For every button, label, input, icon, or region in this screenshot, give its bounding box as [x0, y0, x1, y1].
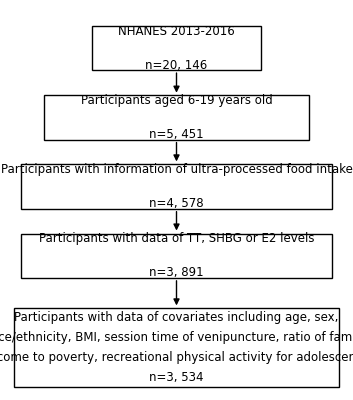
Text: n=4, 578: n=4, 578 — [149, 197, 204, 210]
Bar — [20, 164, 333, 209]
Text: Participants with information of ultra-processed food intake: Participants with information of ultra-p… — [1, 163, 352, 176]
Text: income to poverty, recreational physical activity for adolescents: income to poverty, recreational physical… — [0, 351, 353, 364]
Bar — [92, 26, 261, 70]
Text: NHANES 2013-2016: NHANES 2013-2016 — [118, 25, 235, 38]
Text: n=5, 451: n=5, 451 — [149, 128, 204, 141]
Bar — [14, 308, 339, 387]
Text: n=20, 146: n=20, 146 — [145, 59, 208, 72]
Text: Participants with data of covariates including age, sex,: Participants with data of covariates inc… — [14, 312, 339, 324]
Text: n=3, 891: n=3, 891 — [149, 266, 204, 279]
Text: Participants with data of TT, SHBG or E2 levels: Participants with data of TT, SHBG or E2… — [39, 232, 314, 245]
Bar — [20, 234, 333, 278]
Text: n=3, 534: n=3, 534 — [149, 371, 204, 384]
Text: Participants aged 6-19 years old: Participants aged 6-19 years old — [80, 94, 273, 107]
Text: race/ethnicity, BMI, session time of venipuncture, ratio of family: race/ethnicity, BMI, session time of ven… — [0, 331, 353, 344]
Bar — [44, 95, 309, 140]
